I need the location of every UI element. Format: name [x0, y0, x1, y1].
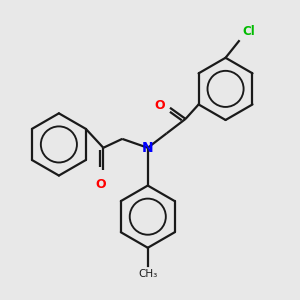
- Text: O: O: [155, 99, 165, 112]
- Text: CH₃: CH₃: [138, 269, 158, 279]
- Text: N: N: [142, 141, 154, 155]
- Text: Cl: Cl: [242, 25, 255, 38]
- Text: O: O: [96, 178, 106, 191]
